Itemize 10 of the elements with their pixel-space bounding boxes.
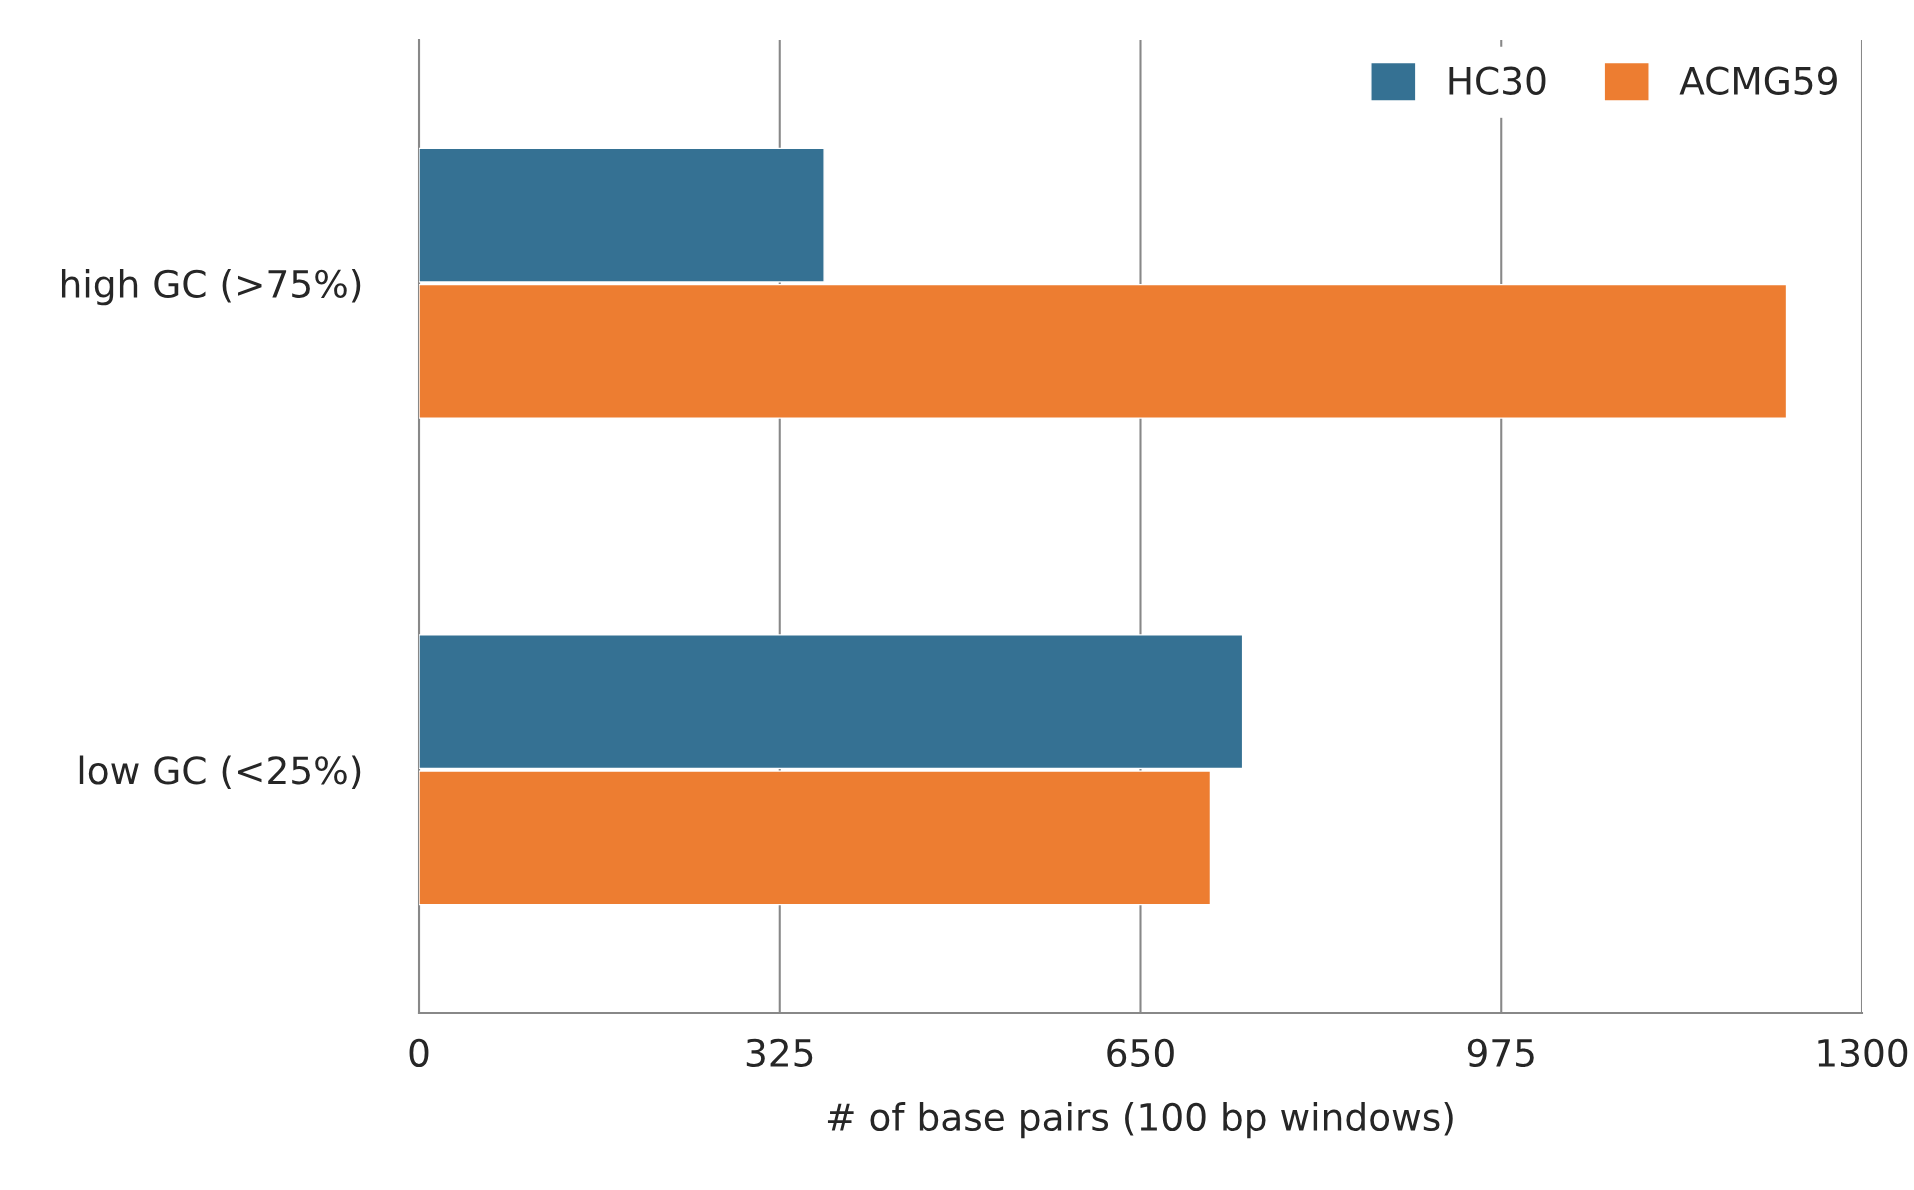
- x-tick-label: 975: [1467, 1038, 1534, 1068]
- x-tick-label: 325: [746, 1038, 813, 1068]
- x-tick-label: 1300: [1818, 1038, 1908, 1068]
- y-tick-label: high GC (>75%): [61, 269, 361, 306]
- y-tick-label: low GC (<25%): [79, 755, 361, 789]
- legend-label: ACMG59: [1679, 66, 1837, 95]
- x-axis-title: # of base pairs (100 bp windows): [827, 1102, 1453, 1139]
- legend-label: HC30: [1449, 66, 1546, 95]
- x-tick-label: 0: [409, 1038, 429, 1068]
- x-tick-label: 650: [1107, 1038, 1174, 1068]
